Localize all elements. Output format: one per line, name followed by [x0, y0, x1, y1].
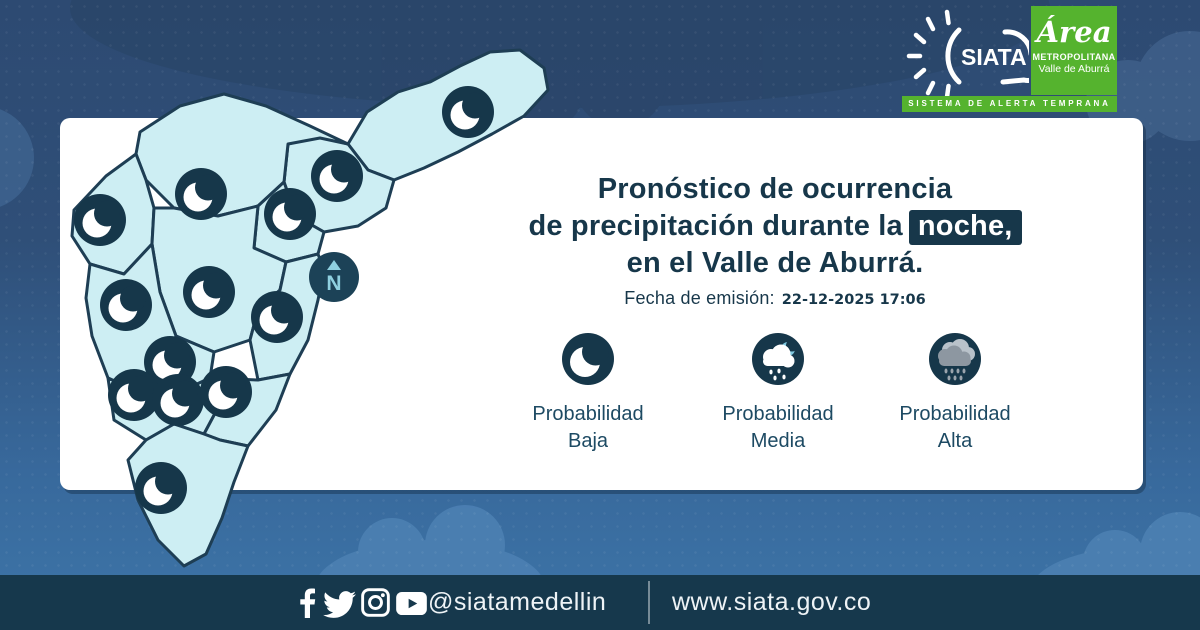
forecast-title: Pronóstico de ocurrencia de precipitació… — [505, 171, 1045, 282]
media-raindrops — [769, 368, 786, 381]
area-line2: Valle de Aburrá — [1038, 63, 1110, 75]
rain-cloud-moon-icon — [752, 333, 804, 385]
moon-marker-icon — [152, 374, 204, 426]
emission-datetime: 22-12-2025 17:06 — [781, 292, 926, 308]
emission-label: Fecha de emisión: — [624, 288, 775, 308]
moon-marker-icon — [264, 188, 316, 240]
moon-marker-icon — [442, 86, 494, 138]
light-blob-left — [0, 109, 34, 207]
footer-bar: @siatamedellin www.siata.gov.co — [0, 575, 1200, 630]
compass-icon: N — [309, 252, 359, 302]
siata-logo: SIATA — [906, 9, 1029, 98]
title-line-3: en el Valle de Aburrá. — [626, 247, 924, 279]
legend-alta-line1: Probabilidad — [899, 403, 1011, 425]
siata-logo-text: SIATA — [961, 44, 1027, 70]
moon-marker-icon — [100, 279, 152, 331]
instagram-icon[interactable] — [361, 588, 390, 617]
twitter-icon[interactable] — [323, 591, 356, 618]
valle-de-aburra-map: N — [70, 48, 550, 568]
alta-raindrops — [944, 368, 966, 381]
moon-marker-icon — [251, 291, 303, 343]
youtube-icon[interactable] — [396, 592, 427, 615]
moon-icon — [562, 333, 614, 385]
moon-marker-icon — [311, 150, 363, 202]
legend-item-alta: Probabilidad Alta — [860, 332, 1050, 455]
title-line-2-prefix: de precipitación durante la — [528, 210, 903, 242]
legend-baja-line1: Probabilidad — [532, 403, 644, 425]
alta-front-cloud — [938, 345, 971, 366]
legend-media-line2: Media — [750, 430, 806, 452]
forecast-markers — [74, 86, 494, 514]
facebook-icon[interactable] — [300, 588, 316, 618]
moon-marker-icon — [74, 194, 126, 246]
title-highlight-noche: noche, — [908, 210, 1022, 245]
title-line-2: de precipitación durante la noche, — [505, 208, 1045, 245]
area-script-text: Área — [1036, 15, 1112, 49]
moon-marker-icon — [175, 168, 227, 220]
legend-media-line1: Probabilidad — [722, 403, 834, 425]
moon-marker-icon — [135, 462, 187, 514]
area-metropolitana-logo: Área METROPOLITANA Valle de Aburrá — [1031, 6, 1117, 95]
website-url[interactable]: www.siata.gov.co — [672, 588, 872, 616]
legend-alta-line2: Alta — [937, 430, 973, 452]
legend-baja-line2: Baja — [567, 430, 609, 452]
moon-marker-icon — [200, 366, 252, 418]
legend-item-media: Probabilidad Media — [683, 332, 873, 455]
siata-cloud-outline — [1000, 29, 1029, 85]
legend-item-baja: Probabilidad Baja — [493, 332, 683, 455]
siata-tagline-bar: SISTEMA DE ALERTA TEMPRANA — [902, 96, 1117, 112]
title-line-1: Pronóstico de ocurrencia — [597, 173, 953, 205]
compass-north-label: N — [326, 272, 341, 295]
social-handle[interactable]: @siatamedellin — [428, 588, 607, 616]
siata-sun-arc — [945, 27, 962, 85]
area-line1: METROPOLITANA — [1032, 52, 1116, 62]
footer-divider — [648, 581, 650, 624]
moon-marker-icon — [183, 266, 235, 318]
storm-cloud-rain-icon — [929, 333, 981, 385]
moon-marker-icon — [108, 369, 160, 421]
siata-sun-rays — [906, 9, 951, 98]
media-cloud — [763, 344, 795, 368]
emission-row: Fecha de emisión: 22-12-2025 17:06 — [505, 288, 1045, 309]
